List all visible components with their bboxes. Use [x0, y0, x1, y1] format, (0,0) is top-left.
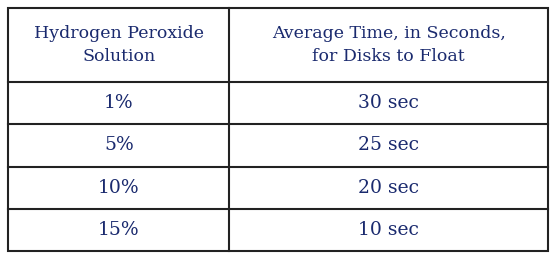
Text: 15%: 15% — [98, 221, 140, 239]
Text: Hydrogen Peroxide
Solution: Hydrogen Peroxide Solution — [34, 25, 204, 65]
Text: 25 sec: 25 sec — [358, 136, 419, 154]
Text: Average Time, in Seconds,
for Disks to Float: Average Time, in Seconds, for Disks to F… — [272, 25, 505, 65]
Text: 30 sec: 30 sec — [358, 94, 419, 112]
Text: 20 sec: 20 sec — [358, 179, 419, 197]
Text: 10%: 10% — [98, 179, 140, 197]
Text: 5%: 5% — [104, 136, 134, 154]
Text: 1%: 1% — [104, 94, 133, 112]
Text: 10 sec: 10 sec — [358, 221, 419, 239]
